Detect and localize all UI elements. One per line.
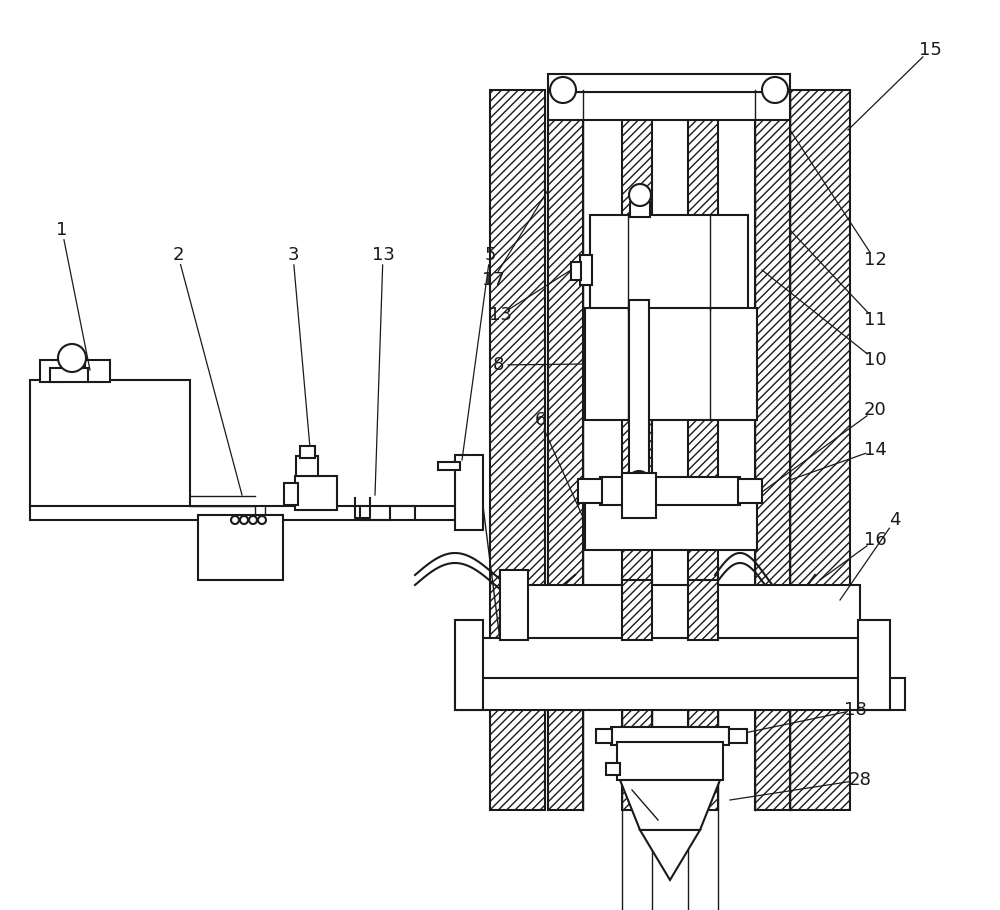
Polygon shape — [640, 830, 700, 880]
Text: 5: 5 — [484, 246, 496, 264]
Bar — [490, 90, 545, 810]
Bar — [284, 483, 298, 505]
Bar — [548, 100, 583, 810]
Text: 18: 18 — [844, 701, 866, 719]
Bar — [790, 90, 850, 810]
Text: 16: 16 — [864, 531, 886, 549]
Text: 12: 12 — [864, 251, 886, 269]
Bar — [585, 308, 757, 420]
Bar — [438, 462, 460, 470]
Bar — [580, 255, 592, 285]
Circle shape — [231, 516, 239, 524]
Bar — [478, 638, 883, 680]
Bar — [455, 678, 905, 710]
Bar — [35, 508, 59, 517]
Text: 2: 2 — [172, 246, 184, 264]
Bar — [738, 479, 762, 503]
Bar — [40, 360, 65, 382]
Bar — [30, 380, 190, 510]
Text: 4: 4 — [889, 511, 901, 529]
Circle shape — [58, 344, 86, 372]
Text: 3: 3 — [287, 246, 299, 264]
Bar — [85, 360, 110, 382]
Bar — [755, 100, 790, 810]
Bar — [548, 74, 790, 92]
Bar — [629, 300, 649, 480]
Bar — [729, 729, 747, 743]
Bar — [455, 455, 483, 530]
Circle shape — [258, 516, 266, 524]
Bar — [585, 495, 757, 550]
Circle shape — [628, 471, 650, 493]
Bar — [455, 620, 483, 710]
Text: 6: 6 — [534, 411, 546, 429]
Text: 15: 15 — [919, 41, 941, 59]
Text: 14: 14 — [864, 441, 886, 459]
Bar — [155, 508, 179, 517]
Text: 17: 17 — [482, 271, 504, 289]
Bar — [500, 570, 528, 640]
Bar — [688, 110, 718, 810]
Text: 1: 1 — [56, 221, 68, 239]
Bar — [622, 110, 652, 810]
Circle shape — [240, 516, 248, 524]
Bar — [571, 262, 581, 280]
Bar — [548, 92, 790, 120]
Bar — [630, 202, 650, 217]
Circle shape — [762, 77, 788, 103]
Text: 10: 10 — [864, 351, 886, 369]
Bar — [296, 456, 318, 476]
Bar — [611, 727, 729, 745]
Bar — [30, 506, 480, 520]
Bar — [295, 476, 337, 510]
Text: 20: 20 — [864, 401, 886, 419]
Bar — [622, 473, 656, 518]
Bar — [617, 742, 723, 780]
Text: 13: 13 — [489, 306, 511, 324]
Bar — [300, 446, 315, 458]
Text: 13: 13 — [372, 246, 394, 264]
Bar — [688, 580, 718, 640]
Circle shape — [629, 184, 651, 206]
Circle shape — [550, 77, 576, 103]
Polygon shape — [620, 780, 720, 830]
Bar — [198, 515, 283, 580]
Bar — [600, 477, 740, 505]
Bar — [590, 215, 748, 310]
Bar — [596, 729, 612, 743]
Text: 28: 28 — [849, 771, 871, 789]
Bar — [622, 580, 652, 640]
Bar — [50, 368, 88, 382]
Bar — [500, 585, 860, 640]
Circle shape — [249, 516, 257, 524]
Bar — [858, 620, 890, 710]
Bar — [606, 763, 620, 775]
Text: 11: 11 — [864, 311, 886, 329]
Text: 8: 8 — [492, 356, 504, 374]
Bar — [578, 479, 602, 503]
